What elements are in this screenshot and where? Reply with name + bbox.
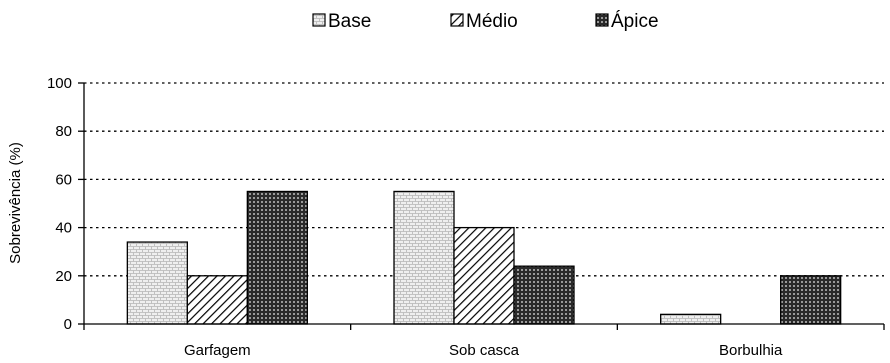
legend-swatch-grid [595,13,609,27]
y-axis-ticks: 0 20 40 60 80 100 [47,75,84,333]
y-tick-label: 100 [47,75,72,92]
bar-grid-1 [513,265,575,325]
x-tick-label: Borbulhia [719,342,783,359]
bar-brick-0 [126,241,188,325]
legend-label: Médio [466,11,518,32]
y-axis-label: Sobrevivência (%) [7,142,24,264]
bar-grid-2 [780,275,842,325]
bars [126,190,842,325]
legend-swatch-brick [312,13,326,27]
bar-brick-1 [393,190,455,325]
x-axis-ticks: Garfagem Sob casca Borbulhia [83,324,885,359]
y-tick-label: 20 [55,268,72,285]
legend: Base Médio Ápice [312,11,659,32]
bar-brick-2 [660,313,722,325]
y-tick-label: 40 [55,220,72,237]
y-tick-label: 80 [55,123,72,140]
legend-label: Ápice [611,11,659,32]
bar-diagonal-1 [453,226,515,325]
x-tick-label: Sob casca [449,342,520,359]
y-tick-label: 60 [55,171,72,188]
y-tick-label: 0 [64,316,72,333]
bar-grid-0 [246,190,308,325]
x-tick-label: Garfagem [184,342,251,359]
bar-diagonal-0 [186,275,248,325]
legend-swatch-diagonal [450,13,464,27]
axes [83,83,884,325]
legend-label: Base [328,11,371,32]
